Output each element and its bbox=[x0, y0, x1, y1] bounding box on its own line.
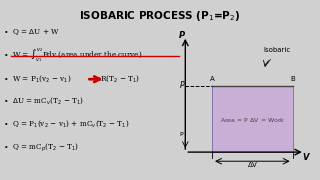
Text: Area = P $\Delta$V = Work: Area = P $\Delta$V = Work bbox=[220, 116, 285, 124]
Text: B: B bbox=[290, 76, 295, 82]
Text: P: P bbox=[179, 82, 184, 91]
Text: ISOBARIC PROCESS (P$_1$=P$_2$): ISOBARIC PROCESS (P$_1$=P$_2$) bbox=[79, 9, 241, 23]
Text: Isobaric: Isobaric bbox=[263, 47, 290, 53]
Text: $\bullet$  Q = P$_1$(v$_2$ $-$ v$_1$) + mC$_v$(T$_2$ $-$ T$_1$): $\bullet$ Q = P$_1$(v$_2$ $-$ v$_1$) + m… bbox=[3, 119, 130, 129]
Text: V: V bbox=[303, 153, 309, 162]
Text: $\bullet$  Q = $\Delta$U + W: $\bullet$ Q = $\Delta$U + W bbox=[3, 28, 60, 37]
Text: $\bullet$  Q = mC$_p$(T$_2$ $-$ T$_1$): $\bullet$ Q = mC$_p$(T$_2$ $-$ T$_1$) bbox=[3, 141, 79, 154]
Text: $\bullet$  W = P$_1$(v$_2$ $-$ v$_1$)          mR(T$_2$ $-$ T$_1$): $\bullet$ W = P$_1$(v$_2$ $-$ v$_1$) mR(… bbox=[3, 74, 140, 84]
Text: $\bullet$  W = $\int_{v_1}^{v_2}$Pdv (area under the curve): $\bullet$ W = $\int_{v_1}^{v_2}$Pdv (are… bbox=[3, 47, 143, 65]
Text: P: P bbox=[180, 132, 183, 138]
Text: $\bullet$  $\Delta$U = mC$_v$(T$_2$ $-$ T$_1$): $\bullet$ $\Delta$U = mC$_v$(T$_2$ $-$ T… bbox=[3, 96, 84, 106]
Text: $\Delta$V: $\Delta$V bbox=[247, 160, 258, 169]
Bar bbox=[212, 86, 292, 152]
Text: P: P bbox=[179, 31, 185, 40]
Text: A: A bbox=[210, 76, 214, 82]
